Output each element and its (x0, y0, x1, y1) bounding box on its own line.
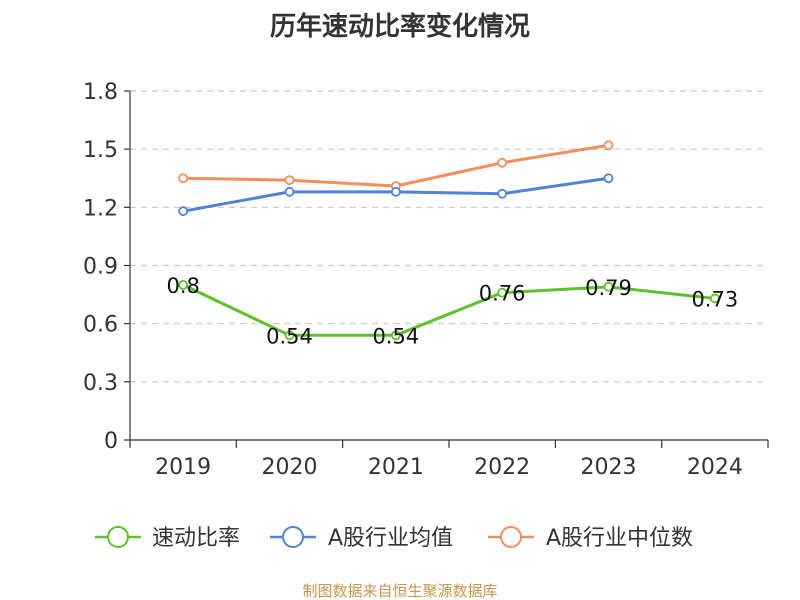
legend-label: A股行业中位数 (546, 526, 693, 551)
data-point (178, 206, 189, 217)
y-tick-label: 0.9 (83, 255, 118, 280)
x-tick-label: 2019 (155, 455, 211, 480)
grid-layer (130, 90, 768, 383)
x-tick-label: 2020 (262, 455, 318, 480)
y-tick-label: 0.6 (83, 313, 118, 338)
axis-layer: 0 0.3 0.6 0.9 1.2 1.5 1.8 2019 2020 2021 2022 2023 2… (83, 80, 769, 480)
legend-label: A股行业均值 (328, 526, 453, 551)
data-label: 0.76 (479, 282, 526, 306)
data-label: 0.73 (691, 287, 738, 311)
data-point (497, 287, 508, 298)
data-point (497, 157, 508, 168)
source-note: 制图数据来自恒生聚源数据库 (302, 582, 497, 600)
legend-marker (282, 526, 304, 548)
legend-item: A股行业均值 (270, 526, 453, 551)
data-label: 0.79 (585, 276, 632, 300)
data-point (709, 293, 720, 304)
chart-title: 历年速动比率变化情况 (270, 11, 530, 42)
data-point (178, 279, 189, 290)
data-point (390, 330, 401, 341)
legend-marker (500, 526, 522, 548)
data-point (178, 173, 189, 184)
data-point (603, 281, 614, 292)
x-tick-label: 2022 (474, 455, 530, 480)
y-tick-label: 0 (104, 429, 118, 454)
legend: 速动比率 A股行业均值 A股行业中位数 (95, 526, 693, 551)
legend-label: 速动比率 (152, 526, 240, 551)
y-tick-label: 0.3 (83, 371, 118, 396)
x-tick-label: 2024 (687, 455, 743, 480)
data-point (497, 188, 508, 199)
data-label-layer: 0.8 0.54 0.54 0.76 0.79 0.73 (166, 274, 738, 348)
data-label: 0.54 (266, 324, 313, 348)
series-layer (178, 140, 720, 341)
data-label: 0.54 (372, 324, 419, 348)
y-tick-label: 1.5 (83, 138, 118, 163)
data-point (284, 186, 295, 197)
series-line (182, 283, 715, 337)
data-point (603, 140, 614, 151)
legend-item: 速动比率 (95, 526, 240, 551)
y-tick-label: 1.2 (83, 196, 118, 221)
x-tick-label: 2021 (368, 455, 424, 480)
data-label: 0.8 (166, 274, 199, 298)
legend-marker (107, 526, 129, 548)
data-point (603, 173, 614, 184)
data-point (284, 330, 295, 341)
x-tick-label: 2023 (581, 455, 637, 480)
y-tick-label: 1.8 (83, 80, 118, 105)
data-point (284, 175, 295, 186)
series-line (183, 143, 609, 188)
data-point (390, 186, 401, 197)
legend-item: A股行业中位数 (488, 526, 693, 551)
